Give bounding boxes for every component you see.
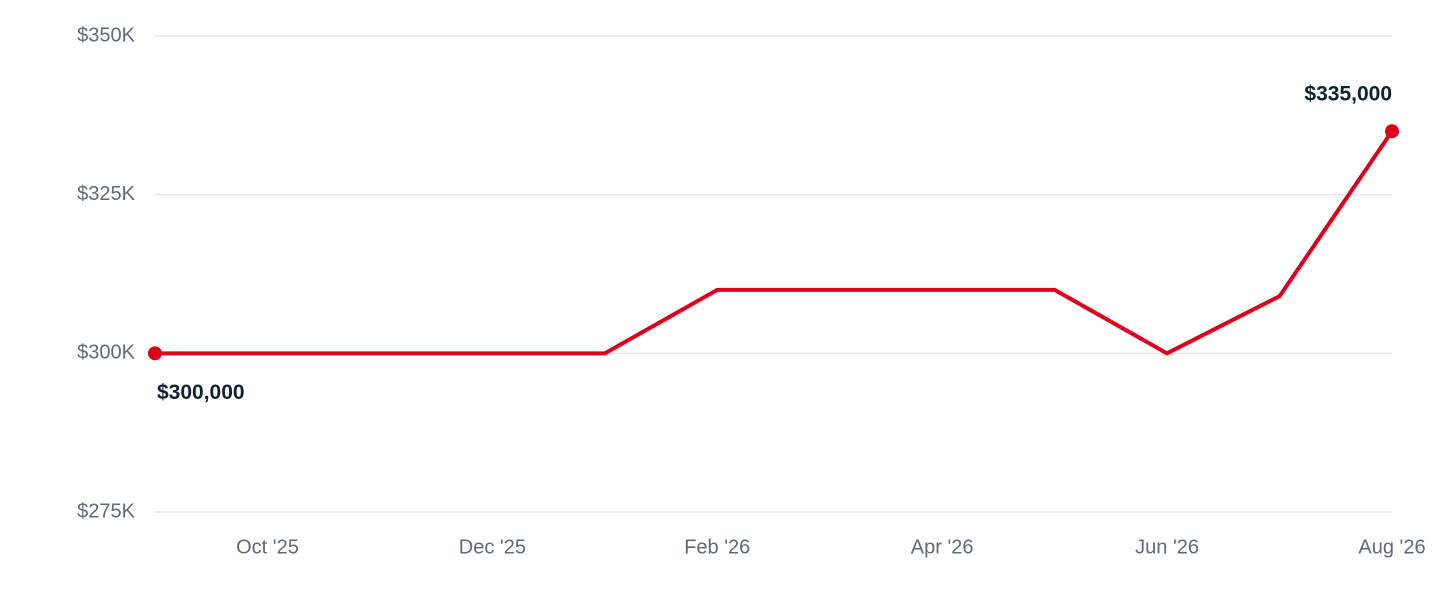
x-tick-label: Aug '26 [1358,536,1425,558]
x-tick-label: Dec '25 [459,536,526,558]
value-label: $300,000 [157,381,245,404]
x-tick-label: Feb '26 [684,536,750,558]
line [155,130,1394,356]
value-label: $335,000 [1304,83,1392,106]
x-tick-label: Jun '26 [1135,536,1199,558]
y-tick-label: $350K [77,24,135,46]
endpoint-dot [148,346,162,361]
y-tick-label: $275K [77,500,135,522]
x-tick-label: Oct '25 [236,536,299,558]
x-tick-label: Apr '26 [911,536,974,558]
y-tick-label: $300K [77,342,135,364]
endpoint-dot [1385,124,1399,139]
y-tick-label: $325K [77,183,135,205]
